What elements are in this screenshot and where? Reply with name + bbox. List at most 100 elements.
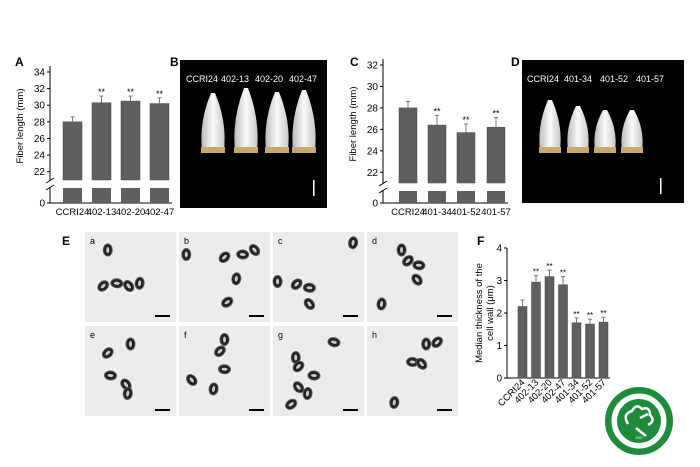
chart-f: 0 1 2 3 4 Median thickness of the cell wall (μ… xyxy=(474,244,610,409)
photo-label: 401-52 xyxy=(600,74,628,84)
y-tick-label: 28 xyxy=(34,117,46,128)
micrograph-d: d xyxy=(367,232,458,322)
photo-label: 401-34 xyxy=(564,74,592,84)
fiber-lumen xyxy=(296,364,301,369)
y-tick-label: 32 xyxy=(34,84,46,95)
y-tick-label: 0 xyxy=(372,199,378,210)
bar-402-13 xyxy=(91,102,112,181)
scale-bar xyxy=(660,178,662,194)
micrograph-label: c xyxy=(278,236,283,246)
micrograph-background xyxy=(85,232,176,322)
y-tick-label: 0 xyxy=(496,374,502,385)
fiber-lumen xyxy=(306,390,310,397)
photo-label: 402-20 xyxy=(255,74,283,84)
axis-break-mark xyxy=(378,187,388,194)
fiber-lumen xyxy=(123,381,129,388)
fiber-bundle xyxy=(567,106,589,150)
y-tick-label: 0 xyxy=(39,199,45,210)
x-tick-label: 402-13 xyxy=(87,207,117,218)
fiber-bundle xyxy=(265,92,289,150)
bundle-tie xyxy=(567,147,589,153)
scale-bar xyxy=(155,315,170,317)
bar-lower-402-47 xyxy=(150,188,169,203)
fiber-lumen xyxy=(252,247,257,253)
bundle-tie xyxy=(539,147,561,153)
bar-402-47 xyxy=(558,284,568,379)
x-tick-label: CCRI24 xyxy=(391,207,425,218)
bundle-tie xyxy=(594,147,616,153)
fiber-lumen xyxy=(113,281,120,285)
y-tick-label: 30 xyxy=(34,101,46,112)
panel-label-f: F xyxy=(477,234,484,248)
bundle-tie xyxy=(621,147,643,153)
micrograph-label: g xyxy=(278,330,283,340)
micrograph-label: f xyxy=(184,330,187,340)
y-tick-label: 22 xyxy=(34,167,46,178)
bar-401-57 xyxy=(486,126,506,184)
fiber-lumen xyxy=(405,258,411,264)
chart-c: 0 22 24 26 28 30 32 Fiber length (mm) CCRI24 ** 40… xyxy=(348,59,511,218)
bar-lower-402-13 xyxy=(92,188,111,203)
bar-401-52 xyxy=(456,132,476,184)
fiber-bundle xyxy=(292,90,316,150)
fiber-lumen xyxy=(409,360,416,364)
bundle-tie xyxy=(292,147,316,153)
fiber-lumen xyxy=(294,281,300,287)
y-tick-label: 30 xyxy=(367,82,379,93)
bar-401-34 xyxy=(427,124,447,184)
significance-mark: ** xyxy=(462,115,470,125)
panel-label-e: E xyxy=(62,234,70,248)
fiber-lumen xyxy=(306,286,313,290)
fiber-lumen xyxy=(400,247,404,253)
y-tick-label: 26 xyxy=(34,134,46,145)
bar-CCRI24 xyxy=(398,107,418,184)
bar-401-52 xyxy=(585,323,595,379)
fiber-lumen xyxy=(234,275,238,282)
micrograph-label: e xyxy=(90,330,95,340)
fiber-lumen xyxy=(221,367,228,371)
fiber-lumen xyxy=(129,341,132,347)
axis-break-mark xyxy=(45,177,55,184)
chart-a: 0 22 24 26 28 30 32 34 Fiber length (mm) CCRI24 **… xyxy=(15,66,174,218)
y-tick-label: 34 xyxy=(34,68,46,79)
y-tick-label: 3 xyxy=(496,276,502,287)
x-tick-label: 402-20 xyxy=(116,207,146,218)
fiber-lumen xyxy=(212,386,216,392)
fiber-lumen xyxy=(184,251,188,258)
photo-label: 402-13 xyxy=(221,74,249,84)
significance-mark: ** xyxy=(600,309,606,318)
scale-bar xyxy=(313,180,315,196)
y-axis-label: cell wall (μm) xyxy=(485,285,496,341)
micrograph-background xyxy=(367,326,458,416)
panel-label-c: C xyxy=(350,55,359,69)
photo-label: CCRI24 xyxy=(186,74,218,84)
panel-label-b: B xyxy=(170,55,179,69)
bar-402-20 xyxy=(120,100,141,181)
panel-label-d: D xyxy=(511,55,520,69)
bar-lower-401-52 xyxy=(457,191,475,203)
axis-break-mark xyxy=(45,184,55,191)
micrograph-a: a xyxy=(85,232,176,322)
fiber-lumen xyxy=(100,283,106,289)
micrograph-h: h xyxy=(367,326,458,416)
bar-401-34 xyxy=(571,322,582,379)
fiber-photo-b: CCRI24 402-13 402-20 402-47 xyxy=(180,60,327,208)
fiber-lumen xyxy=(351,239,355,246)
scale-bar xyxy=(437,315,452,317)
photo-label: CCRI24 xyxy=(527,74,559,84)
logo-year: 1957 xyxy=(635,436,643,440)
scale-bar xyxy=(155,409,170,411)
bar-402-47 xyxy=(149,103,170,181)
y-tick-label: 26 xyxy=(367,125,379,136)
fiber-lumen xyxy=(239,252,246,257)
micrograph-background xyxy=(273,232,364,322)
fiber-lumen xyxy=(294,354,298,361)
cross-section-micrographs: a b c d e f g h xyxy=(85,232,458,416)
micrograph-label: d xyxy=(372,236,377,246)
fiber-lumen xyxy=(380,301,384,307)
y-tick-label: 24 xyxy=(34,151,46,162)
micrograph-e: e xyxy=(85,326,176,416)
fiber-lumen xyxy=(223,336,226,343)
x-tick-label: 401-57 xyxy=(481,207,511,218)
